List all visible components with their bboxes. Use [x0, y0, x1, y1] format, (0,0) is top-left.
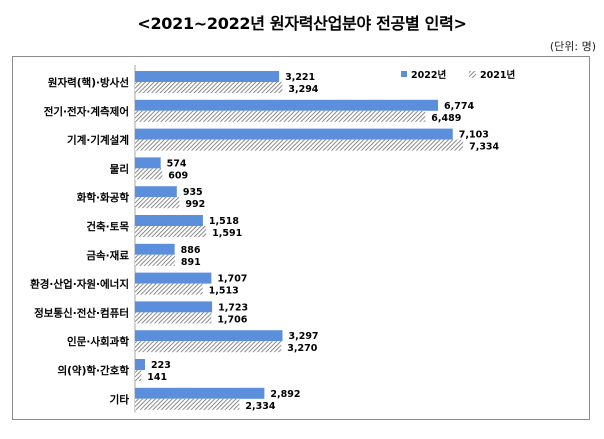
- bar-2022: [135, 301, 213, 313]
- bar-2021: [135, 254, 175, 266]
- bar-2021: [135, 139, 464, 151]
- bar-2021: [135, 82, 283, 93]
- value-label-2022: 7,103: [459, 130, 489, 141]
- value-label-2022: 574: [167, 158, 187, 169]
- value-label-2022: 1,723: [218, 302, 248, 313]
- unit-label: (단위: 명): [549, 40, 596, 53]
- value-label-2022: 223: [151, 360, 171, 371]
- value-label-2022: 886: [181, 245, 201, 256]
- value-label-2022: 1,518: [209, 216, 239, 227]
- value-label-2022: 935: [183, 187, 203, 198]
- value-label-2021: 3,294: [288, 84, 318, 95]
- bar-2021: [135, 341, 282, 353]
- value-label-2022: 3,221: [285, 72, 315, 83]
- page-title: <2021~2022년 원자력산업분야 전공별 인력>: [137, 14, 467, 33]
- value-label-2021: 891: [181, 257, 201, 268]
- bar-2022: [135, 272, 212, 284]
- category-label: 인문·사회과학: [67, 335, 129, 348]
- category-label: 정보통신·전산·컴퓨터: [34, 306, 129, 319]
- category-label: 의(약)학·간호학: [57, 364, 129, 377]
- value-label-2021: 992: [185, 199, 205, 210]
- category-label: 기계·기계설계: [67, 134, 129, 147]
- legend-label-2022: 2022년: [411, 69, 446, 81]
- value-label-2021: 1,513: [209, 286, 239, 297]
- bar-2021: [135, 398, 240, 410]
- bar-2021: [135, 168, 163, 180]
- bar-2022: [135, 387, 265, 399]
- bar-2022: [135, 330, 283, 342]
- value-label-2021: 3,270: [287, 343, 317, 354]
- chart-frame: 원자력(핵)·방사선 3,221 3,294 전기·전자·계측제어 6,774 6,489…: [12, 56, 590, 420]
- category-label: 전기·전자·계측제어: [44, 105, 129, 118]
- bar-2022: [135, 359, 145, 370]
- value-label-2021: 141: [147, 372, 167, 383]
- bar-2022: [135, 215, 203, 226]
- bar-2021: [135, 283, 203, 295]
- value-label-2022: 2,892: [270, 389, 300, 400]
- bar-2022: [135, 128, 453, 140]
- value-label-2022: 3,297: [288, 331, 318, 342]
- bar-2021: [135, 226, 207, 237]
- category-label: 건축·토목: [86, 220, 129, 233]
- value-label-2022: 6,774: [444, 101, 474, 112]
- bar-2022: [135, 186, 177, 198]
- category-label: 금속·재료: [86, 249, 129, 262]
- bar-2021: [135, 197, 180, 209]
- value-label-2021: 6,489: [431, 113, 461, 124]
- value-label-2021: 609: [168, 170, 188, 181]
- legend-swatch-2021: [469, 71, 476, 78]
- legend-label-2021: 2021년: [480, 69, 515, 81]
- bar-2021: [135, 110, 426, 122]
- bar-2022: [135, 71, 280, 82]
- category-label: 기타: [110, 393, 130, 406]
- category-label: 원자력(핵)·방사선: [48, 76, 129, 89]
- value-label-2021: 7,334: [469, 142, 499, 153]
- bar-2022: [135, 157, 161, 169]
- bar-2022: [135, 243, 175, 255]
- legend: 2022년 2021년: [401, 69, 515, 81]
- value-label-2022: 1,707: [217, 274, 247, 285]
- category-label: 화학·화공학: [77, 191, 130, 204]
- value-label-2021: 2,334: [245, 401, 275, 412]
- category-label: 물리: [110, 162, 129, 175]
- category-label: 환경·산업·자원·에너지: [30, 278, 129, 291]
- bar-2021: [135, 312, 212, 324]
- value-label-2021: 1,591: [212, 228, 242, 239]
- bar-2021: [135, 370, 142, 381]
- legend-swatch-2022: [401, 71, 407, 77]
- value-label-2021: 1,706: [217, 314, 247, 325]
- bar-2022: [135, 99, 439, 111]
